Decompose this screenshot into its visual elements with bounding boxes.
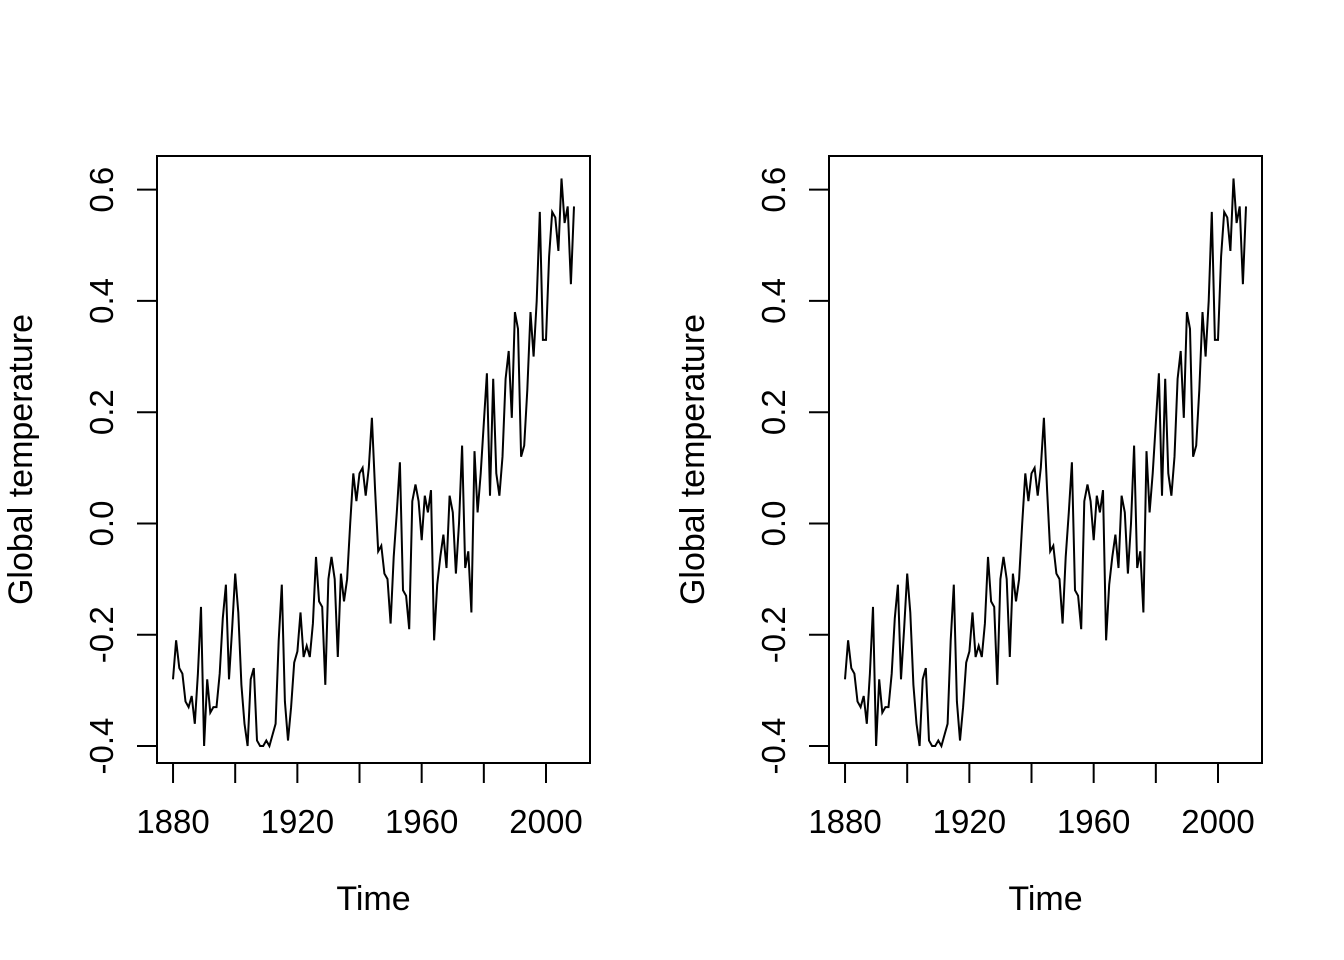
right-panel-chart: Time Global temperature 1880 1920 1960 2000… <box>674 155 1263 918</box>
y-axis-label: Global temperature <box>2 314 40 605</box>
y-tick-label: -0.2 <box>83 606 120 663</box>
x-tick-label: 1920 <box>261 803 334 840</box>
y-tick-label: 0.6 <box>83 167 120 213</box>
y-tick-label: 0.0 <box>755 501 792 547</box>
x-axis-label: Time <box>1008 880 1082 918</box>
temperature-series-line <box>844 178 1247 749</box>
y-tick-label: 0.2 <box>755 389 792 435</box>
x-tick-label: 1960 <box>385 803 458 840</box>
y-tick-label: -0.4 <box>755 718 792 775</box>
left-panel-chart: Time Global temperature 1880 1920 1960 2000… <box>2 155 591 918</box>
y-tick-label: 0.2 <box>83 389 120 435</box>
temperature-series-line <box>172 178 575 749</box>
y-tick-label: -0.4 <box>83 718 120 775</box>
x-tick-label: 1960 <box>1057 803 1130 840</box>
x-tick-label: 2000 <box>1181 803 1254 840</box>
y-tick-label: 0.0 <box>83 501 120 547</box>
plot-box <box>828 155 1263 764</box>
x-tick-label: 1920 <box>933 803 1006 840</box>
x-tick-label: 1880 <box>136 803 209 840</box>
x-tick-label: 1880 <box>808 803 881 840</box>
x-axis-label: Time <box>336 880 410 918</box>
y-axis-label: Global temperature <box>674 314 712 605</box>
y-tick-label: 0.6 <box>755 167 792 213</box>
plot-box <box>156 155 591 764</box>
y-tick-label: -0.2 <box>755 606 792 663</box>
y-tick-label: 0.4 <box>755 278 792 324</box>
y-tick-label: 0.4 <box>83 278 120 324</box>
x-tick-label: 2000 <box>509 803 582 840</box>
